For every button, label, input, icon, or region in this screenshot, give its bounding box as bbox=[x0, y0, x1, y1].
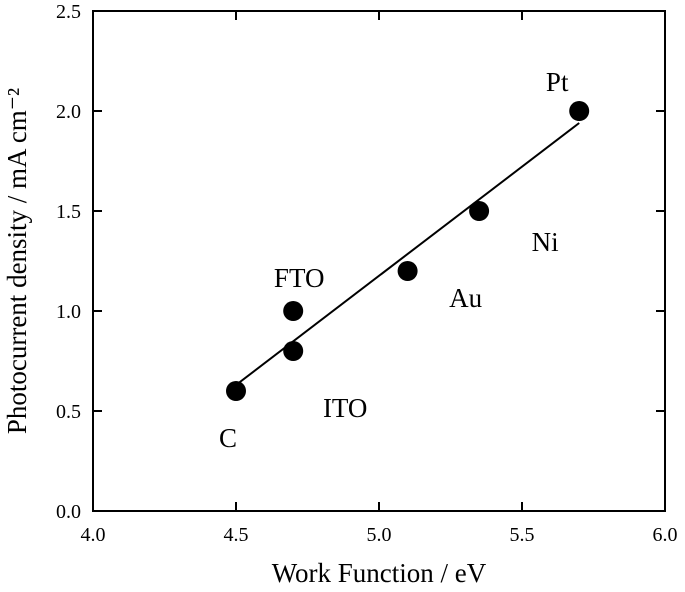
point-label-pt: Pt bbox=[546, 67, 569, 97]
point-label-c: C bbox=[219, 423, 237, 453]
data-points bbox=[226, 101, 590, 401]
data-point-ito bbox=[283, 341, 304, 361]
x-tick-label: 4.5 bbox=[224, 524, 249, 546]
y-tick-label: 2.5 bbox=[56, 1, 81, 23]
data-point-pt bbox=[569, 101, 590, 121]
y-axis-ticks: 0.0 0.5 1.0 1.5 2.0 2.5 bbox=[56, 1, 665, 523]
x-axis-title: Work Function / eV bbox=[272, 558, 487, 588]
point-label-au: Au bbox=[449, 283, 482, 313]
y-tick-label: 0.5 bbox=[56, 401, 81, 423]
y-tick-label: 1.0 bbox=[56, 301, 81, 323]
y-axis-title: Photocurrent density / mA cm⁻² bbox=[2, 88, 32, 434]
data-point-au bbox=[397, 261, 418, 281]
data-point-fto bbox=[283, 301, 304, 321]
data-point-c bbox=[226, 381, 246, 401]
x-tick-label: 5.0 bbox=[367, 524, 392, 546]
plot-frame bbox=[92, 10, 666, 512]
point-labels: C FTO ITO Au Ni Pt bbox=[219, 67, 569, 453]
x-tick-label: 4.0 bbox=[81, 524, 106, 546]
x-tick-label: 6.0 bbox=[653, 524, 678, 546]
data-point-ni bbox=[469, 201, 490, 221]
y-tick-label: 2.0 bbox=[56, 101, 81, 123]
point-label-fto: FTO bbox=[274, 263, 325, 293]
x-axis-ticks: 4.0 4.5 5.0 5.5 6.0 bbox=[81, 11, 678, 546]
y-tick-label: 1.5 bbox=[56, 201, 81, 223]
point-label-ito: ITO bbox=[323, 393, 368, 423]
y-tick-label: 0.0 bbox=[56, 501, 81, 523]
point-label-ni: Ni bbox=[532, 227, 559, 257]
x-tick-label: 5.5 bbox=[510, 524, 535, 546]
